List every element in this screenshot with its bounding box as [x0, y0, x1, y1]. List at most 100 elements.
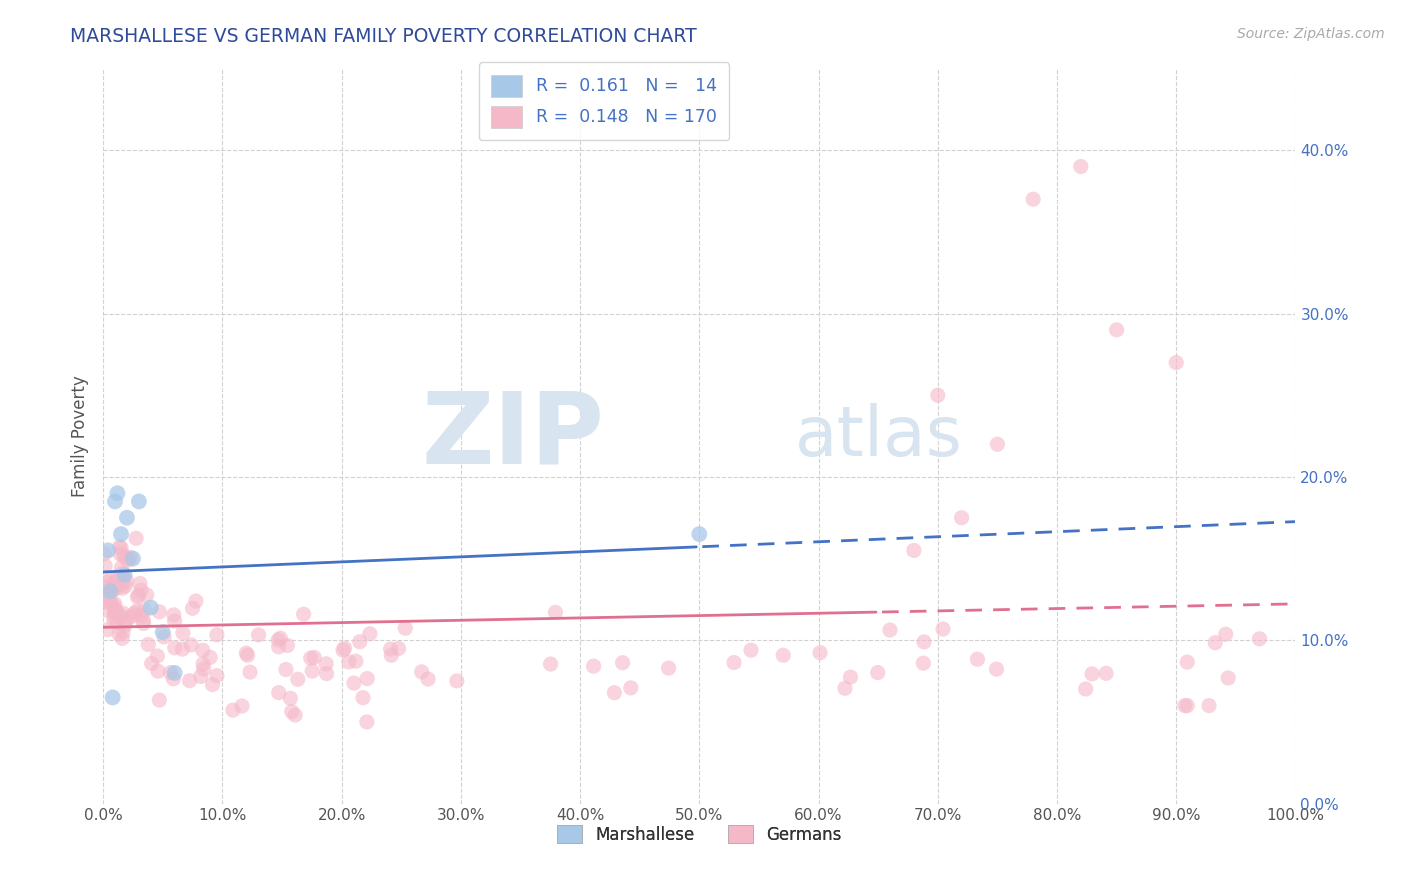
Point — [134, 603, 156, 617]
Point — [94, 588, 117, 602]
Point — [152, 625, 174, 640]
Point — [380, 648, 402, 663]
Point — [1070, 160, 1092, 174]
Point — [280, 691, 302, 706]
Point — [1215, 627, 1237, 641]
Point — [162, 672, 184, 686]
Point — [163, 665, 186, 680]
Point — [284, 708, 307, 723]
Point — [94, 594, 117, 608]
Point — [1198, 698, 1220, 713]
Point — [127, 590, 149, 604]
Point — [108, 540, 131, 554]
Text: atlas: atlas — [794, 402, 963, 469]
Point — [124, 606, 146, 620]
Point — [302, 650, 325, 665]
Point — [148, 605, 170, 619]
Point — [172, 625, 194, 640]
Point — [107, 571, 129, 585]
Point — [112, 571, 135, 585]
Point — [986, 437, 1008, 451]
Point — [105, 603, 128, 617]
Point — [903, 543, 925, 558]
Point — [132, 616, 155, 631]
Point — [198, 650, 221, 665]
Point — [118, 610, 141, 624]
Point — [966, 652, 988, 666]
Point — [98, 597, 121, 611]
Point — [93, 581, 115, 595]
Point — [247, 628, 270, 642]
Point — [141, 657, 163, 671]
Text: MARSHALLESE VS GERMAN FAMILY POVERTY CORRELATION CHART: MARSHALLESE VS GERMAN FAMILY POVERTY COR… — [70, 27, 697, 45]
Point — [337, 655, 360, 669]
Point — [349, 634, 371, 648]
Point — [191, 643, 214, 657]
Point — [344, 654, 367, 668]
Point — [356, 714, 378, 729]
Point — [688, 527, 710, 541]
Point — [96, 623, 118, 637]
Point — [179, 673, 201, 688]
Point — [115, 551, 138, 566]
Point — [107, 486, 129, 500]
Point — [114, 618, 136, 632]
Point — [932, 622, 955, 636]
Point — [172, 642, 194, 657]
Point — [582, 659, 605, 673]
Point — [117, 552, 139, 566]
Point — [112, 549, 135, 563]
Point — [950, 510, 973, 524]
Point — [111, 566, 134, 581]
Point — [110, 527, 132, 541]
Legend: Marshallese, Germans: Marshallese, Germans — [550, 819, 848, 850]
Point — [1175, 698, 1198, 713]
Point — [103, 599, 125, 614]
Point — [98, 593, 121, 607]
Point — [94, 558, 117, 573]
Point — [93, 547, 115, 561]
Point — [201, 677, 224, 691]
Point — [280, 705, 302, 719]
Point — [96, 588, 118, 602]
Point — [153, 630, 176, 644]
Point — [356, 672, 378, 686]
Point — [446, 673, 468, 688]
Point — [986, 662, 1008, 676]
Point — [103, 609, 125, 624]
Point — [104, 494, 127, 508]
Point — [1105, 323, 1128, 337]
Point — [108, 610, 131, 624]
Point — [122, 608, 145, 623]
Point — [603, 686, 626, 700]
Point — [146, 664, 169, 678]
Point — [110, 541, 132, 556]
Point — [115, 574, 138, 588]
Point — [1174, 698, 1197, 713]
Point — [131, 608, 153, 623]
Text: ZIP: ZIP — [420, 387, 605, 484]
Point — [193, 662, 215, 676]
Point — [544, 606, 567, 620]
Point — [343, 676, 366, 690]
Point — [101, 578, 124, 592]
Point — [1249, 632, 1271, 646]
Point — [105, 578, 128, 592]
Point — [267, 685, 290, 699]
Point — [205, 668, 228, 682]
Point — [359, 626, 381, 640]
Point — [100, 571, 122, 585]
Point — [1218, 671, 1240, 685]
Point — [111, 577, 134, 591]
Point — [111, 581, 134, 595]
Point — [94, 603, 117, 617]
Point — [222, 703, 245, 717]
Point — [101, 690, 124, 705]
Point — [100, 582, 122, 596]
Point — [299, 651, 322, 665]
Point — [101, 583, 124, 598]
Point — [287, 673, 309, 687]
Point — [394, 621, 416, 635]
Point — [1204, 636, 1226, 650]
Point — [146, 648, 169, 663]
